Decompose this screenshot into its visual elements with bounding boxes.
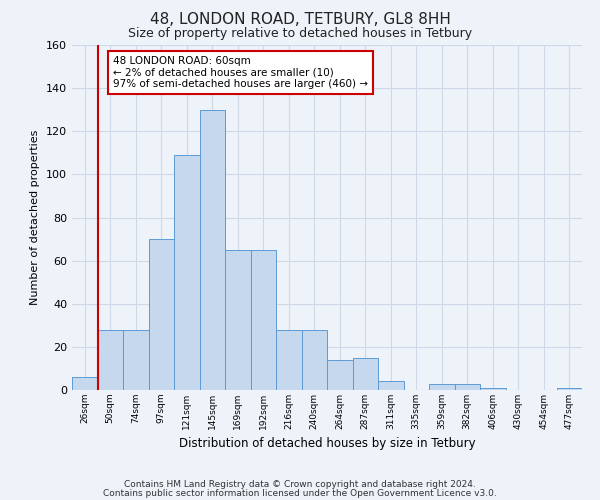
Bar xyxy=(174,155,199,390)
Bar xyxy=(72,377,97,390)
Bar xyxy=(378,382,404,390)
Bar xyxy=(225,250,251,390)
Bar xyxy=(97,330,123,390)
Bar xyxy=(353,358,378,390)
Bar xyxy=(480,388,505,390)
Text: 48, LONDON ROAD, TETBURY, GL8 8HH: 48, LONDON ROAD, TETBURY, GL8 8HH xyxy=(149,12,451,28)
Bar xyxy=(123,330,149,390)
Bar xyxy=(302,330,327,390)
Bar xyxy=(149,239,174,390)
Bar xyxy=(455,384,480,390)
Bar xyxy=(557,388,582,390)
Bar xyxy=(276,330,302,390)
Text: 48 LONDON ROAD: 60sqm
← 2% of detached houses are smaller (10)
97% of semi-detac: 48 LONDON ROAD: 60sqm ← 2% of detached h… xyxy=(113,56,368,89)
X-axis label: Distribution of detached houses by size in Tetbury: Distribution of detached houses by size … xyxy=(179,438,475,450)
Bar xyxy=(199,110,225,390)
Bar xyxy=(251,250,276,390)
Bar xyxy=(429,384,455,390)
Y-axis label: Number of detached properties: Number of detached properties xyxy=(31,130,40,305)
Text: Size of property relative to detached houses in Tetbury: Size of property relative to detached ho… xyxy=(128,28,472,40)
Text: Contains public sector information licensed under the Open Government Licence v3: Contains public sector information licen… xyxy=(103,489,497,498)
Text: Contains HM Land Registry data © Crown copyright and database right 2024.: Contains HM Land Registry data © Crown c… xyxy=(124,480,476,489)
Bar xyxy=(327,360,353,390)
